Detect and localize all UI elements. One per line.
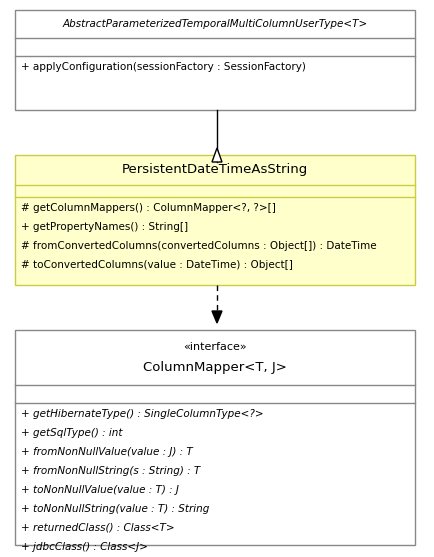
Text: «interface»: «interface» bbox=[183, 341, 246, 351]
Text: + toNonNullValue(value : T) : J: + toNonNullValue(value : T) : J bbox=[21, 485, 178, 495]
Text: ColumnMapper<T, J>: ColumnMapper<T, J> bbox=[143, 361, 286, 374]
Bar bbox=[15, 10, 414, 110]
Text: + returnedClass() : Class<T>: + returnedClass() : Class<T> bbox=[21, 523, 174, 533]
Bar bbox=[15, 155, 414, 285]
Text: AbstractParameterizedTemporalMultiColumnUserType<T>: AbstractParameterizedTemporalMultiColumn… bbox=[62, 19, 367, 29]
Text: + jdbcClass() : Class<J>: + jdbcClass() : Class<J> bbox=[21, 542, 148, 552]
Text: + getSqlType() : int: + getSqlType() : int bbox=[21, 428, 122, 438]
Text: + getHibernateType() : SingleColumnType<?>: + getHibernateType() : SingleColumnType<… bbox=[21, 409, 263, 419]
Text: + toNonNullString(value : T) : String: + toNonNullString(value : T) : String bbox=[21, 504, 209, 514]
Bar bbox=[15, 330, 414, 545]
Text: + fromNonNullString(s : String) : T: + fromNonNullString(s : String) : T bbox=[21, 466, 200, 476]
Text: # getColumnMappers() : ColumnMapper<?, ?>[]: # getColumnMappers() : ColumnMapper<?, ?… bbox=[21, 203, 275, 213]
Text: + fromNonNullValue(value : J) : T: + fromNonNullValue(value : J) : T bbox=[21, 447, 192, 457]
Text: # fromConvertedColumns(convertedColumns : Object[]) : DateTime: # fromConvertedColumns(convertedColumns … bbox=[21, 241, 376, 251]
Text: + applyConfiguration(sessionFactory : SessionFactory): + applyConfiguration(sessionFactory : Se… bbox=[21, 62, 305, 72]
Text: # toConvertedColumns(value : DateTime) : Object[]: # toConvertedColumns(value : DateTime) :… bbox=[21, 260, 292, 270]
Polygon shape bbox=[211, 148, 221, 162]
Text: PersistentDateTimeAsString: PersistentDateTimeAsString bbox=[122, 164, 307, 177]
Polygon shape bbox=[211, 311, 221, 323]
Text: + getPropertyNames() : String[]: + getPropertyNames() : String[] bbox=[21, 222, 187, 232]
